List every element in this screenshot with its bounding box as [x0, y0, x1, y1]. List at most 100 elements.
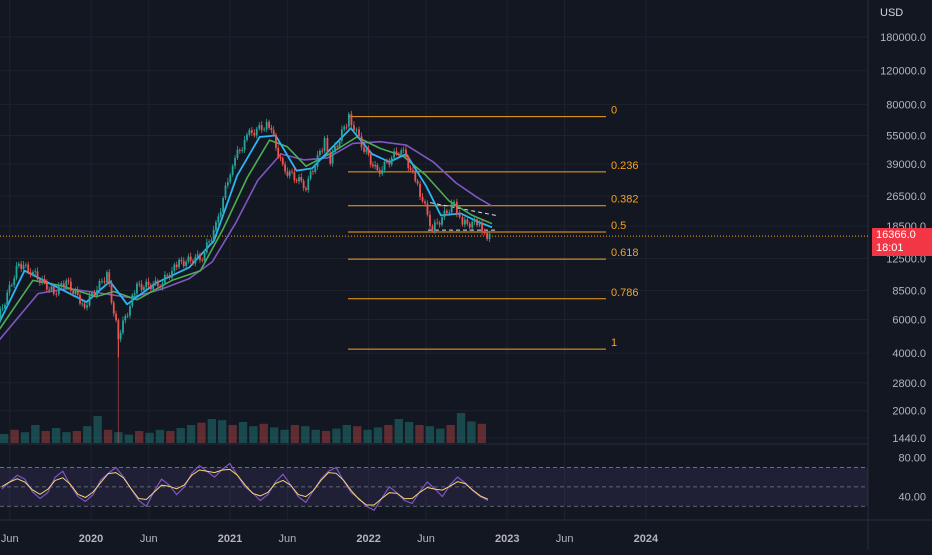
ma-mid-line	[0, 136, 493, 330]
candle-body	[136, 283, 138, 294]
candle-body	[400, 150, 403, 155]
candle-body	[305, 188, 307, 190]
candle-body	[194, 256, 197, 264]
last-price-value: 16366.0	[876, 229, 916, 241]
candle-body	[86, 305, 88, 308]
candle-body	[156, 280, 159, 287]
candle-body	[473, 219, 476, 222]
candle-body	[284, 164, 287, 172]
volume-bar	[342, 425, 352, 443]
candle-body	[231, 166, 234, 175]
candle-body	[488, 233, 491, 239]
candle-body	[217, 216, 220, 223]
candle-body	[88, 295, 91, 306]
candle-body	[309, 171, 312, 179]
candle-body	[281, 158, 284, 165]
candle-body	[486, 232, 489, 239]
candle-body	[106, 272, 108, 283]
candle-body	[455, 201, 458, 215]
ma-fast-line	[0, 127, 493, 324]
candle-body	[161, 283, 164, 288]
candle-body	[353, 125, 355, 131]
time-axis-label: 2022	[356, 533, 380, 545]
candle-countdown: 18:01	[876, 242, 904, 254]
candle-body	[238, 149, 241, 151]
candle-body	[36, 271, 39, 280]
candle-body	[405, 149, 407, 158]
candle-body	[163, 274, 166, 284]
candle-body	[334, 146, 336, 153]
candle-body	[272, 130, 275, 135]
candle-body	[463, 219, 466, 225]
volume-bar	[249, 426, 258, 443]
candle-body	[250, 129, 253, 134]
candle-body	[43, 278, 46, 282]
candle-body	[173, 264, 176, 271]
candle-body	[171, 270, 173, 278]
candle-body	[52, 286, 55, 294]
time-axis-label: Jun	[278, 533, 296, 545]
volume-bar	[321, 431, 331, 443]
volume-bar	[311, 429, 320, 443]
price-axis-label: 12500.0	[886, 254, 926, 266]
candle-body	[323, 137, 326, 152]
candle-body	[166, 274, 169, 276]
candle-body	[270, 127, 273, 131]
candle-body	[298, 177, 300, 182]
time-axis-label: Jun	[556, 533, 574, 545]
candle-body	[381, 169, 384, 174]
volume-bar	[51, 428, 61, 443]
candle-body	[24, 264, 27, 266]
volume-bar	[238, 422, 248, 443]
candle-body	[205, 242, 208, 253]
candle-body	[65, 280, 68, 288]
candle-body	[126, 315, 129, 317]
candle-body	[34, 271, 37, 273]
candle-body	[426, 203, 429, 215]
candle-body	[0, 309, 2, 320]
fib-level-label: 0	[611, 105, 617, 117]
candle-body	[468, 223, 471, 228]
volume-bar	[373, 427, 383, 443]
candle-body	[453, 201, 455, 204]
candle-body	[6, 292, 9, 305]
volume-bar	[62, 432, 71, 443]
fib-level-label: 0.382	[611, 194, 639, 206]
candle-body	[336, 146, 339, 148]
candle-body	[445, 210, 448, 214]
last-price-tag: 16366.0 18:01	[872, 228, 932, 256]
price-axis-label: 80000.0	[886, 99, 926, 111]
candle-body	[154, 280, 157, 284]
volume-bar	[166, 431, 175, 443]
candle-body	[481, 222, 483, 233]
candle-body	[115, 313, 117, 321]
candle-body	[159, 286, 162, 288]
candle-body	[145, 281, 148, 288]
candle-body	[441, 217, 443, 225]
candle-body	[253, 133, 256, 136]
volume-bar	[446, 425, 455, 443]
candle-body	[175, 264, 178, 268]
candle-body	[224, 185, 227, 199]
candle-body	[319, 150, 321, 156]
candle-body	[185, 261, 187, 267]
volume-bar	[0, 434, 9, 443]
ma-slow-line	[0, 140, 493, 341]
candle-body	[255, 128, 258, 136]
volume-bar	[155, 429, 165, 443]
candle-body	[76, 290, 79, 295]
candle-body	[483, 232, 486, 234]
time-axis-label: 2020	[79, 533, 103, 545]
candle-body	[122, 320, 124, 333]
volume-bar	[207, 419, 217, 443]
volume-bar	[290, 425, 300, 443]
volume-bar	[186, 425, 196, 443]
candle-body	[72, 290, 75, 294]
candle-body	[476, 219, 478, 226]
candle-body	[112, 302, 115, 314]
price-axis-label: 120000.0	[880, 66, 926, 78]
candle-body	[248, 129, 251, 135]
fib-level-label: 0.618	[611, 247, 639, 259]
